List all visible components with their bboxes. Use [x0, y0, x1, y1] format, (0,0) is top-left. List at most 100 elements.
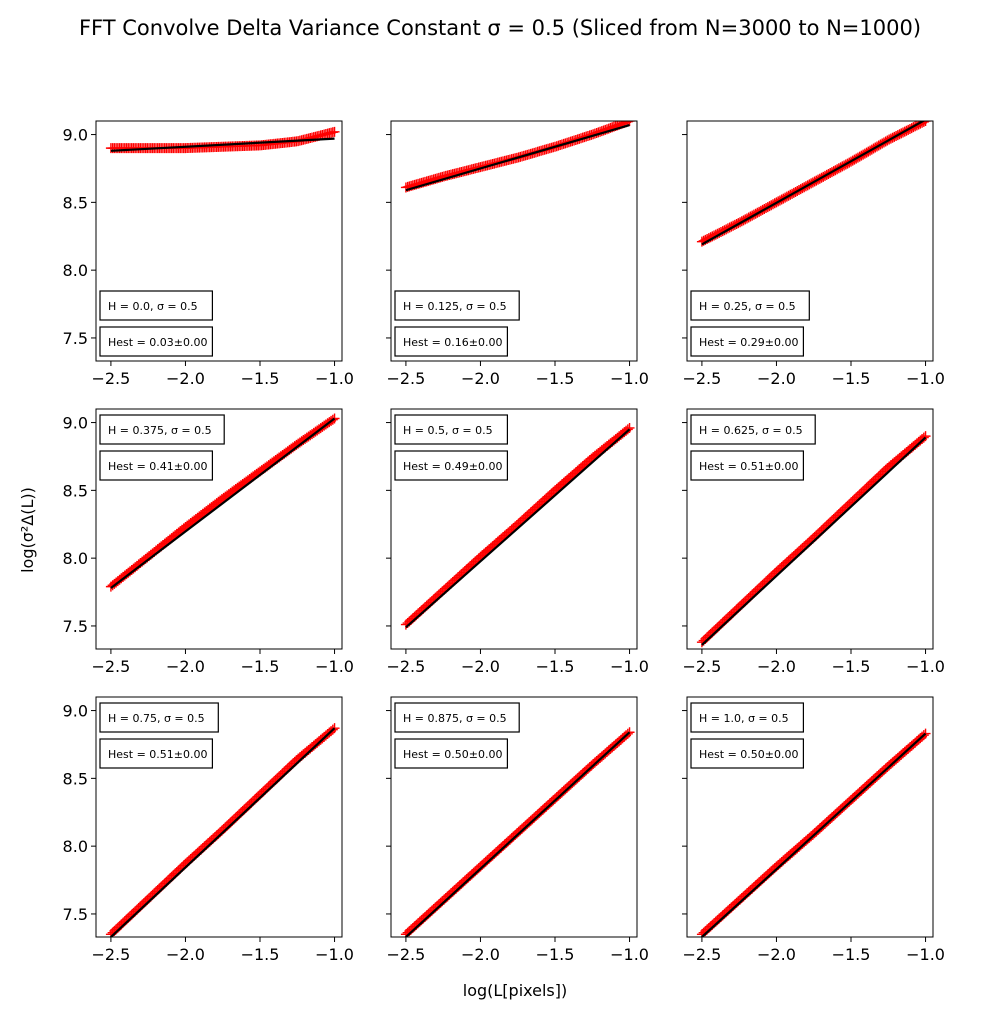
x-tick-label: −2.5	[91, 657, 130, 676]
plot-area	[105, 723, 340, 937]
legend-box-h	[690, 290, 810, 321]
x-tick-label: −2.5	[386, 369, 425, 388]
subplot-9: −2.5 −2.0 −1.5 −1.0 H = 1.0, σ = 0.5 Hest = 0…	[682, 696, 945, 964]
x-tick-label: −1.5	[241, 945, 280, 964]
x-tick-label: −2.0	[166, 369, 205, 388]
x-tick-label: −1.5	[241, 657, 280, 676]
axes-frame	[686, 120, 934, 362]
legend-hest-label: Hest = 0.51±0.00	[699, 460, 799, 473]
legend-h-label: H = 0.0, σ = 0.5	[108, 300, 198, 313]
legend-box-h	[690, 702, 805, 733]
x-tick-label: −2.0	[166, 657, 205, 676]
axes-frame	[390, 696, 638, 938]
legend-box-hest	[394, 326, 509, 357]
x-tick-label: −1.0	[610, 369, 649, 388]
subplot-6: −2.5 −2.0 −1.5 −1.0 H = 0.625, σ = 0.5 Hest =…	[682, 408, 945, 676]
x-tick-label: −2.0	[757, 945, 796, 964]
fit-line	[405, 124, 630, 192]
legend-h-label: H = 0.875, σ = 0.5	[403, 712, 507, 725]
axes-frame	[686, 696, 934, 938]
axes-frame	[95, 120, 343, 362]
legend-box-hest	[394, 450, 509, 481]
axes-frame	[390, 120, 638, 362]
y-tick-label: 8.0	[63, 837, 88, 856]
x-tick-label: −1.0	[315, 657, 354, 676]
fit-line	[701, 121, 926, 246]
x-tick-label: −2.5	[682, 657, 721, 676]
subplot-7: −2.5 −2.0 −1.5 −1.0 7.5 8.0 8.5 9.0 H = 0.75, σ …	[63, 696, 354, 964]
x-tick-label: −1.0	[315, 369, 354, 388]
subplot-grid: −2.5 −2.0 −1.5 −1.0 7.5 8.0 8.5 9.0 H = 0.0, σ =…	[63, 120, 945, 964]
y-tick-label: 8.5	[63, 481, 88, 500]
legend-box-h	[394, 290, 520, 321]
fit-line	[110, 417, 336, 589]
data-point-marker	[329, 723, 340, 734]
x-tick-label: −2.0	[757, 657, 796, 676]
plot-area	[696, 121, 931, 247]
axes-frame	[686, 408, 934, 650]
x-tick-label: −1.0	[315, 945, 354, 964]
subplot-2: −2.5 −2.0 −1.5 −1.0 H = 0.125, σ = 0.5 Hest =…	[386, 120, 649, 388]
axes-frame	[390, 408, 638, 650]
legend-h-label: H = 0.75, σ = 0.5	[108, 712, 205, 725]
legend-hest-label: Hest = 0.03±0.00	[108, 336, 208, 349]
data-series	[105, 413, 340, 592]
data-point-marker	[918, 432, 929, 443]
legend-box-h	[394, 702, 520, 733]
y-tick-label: 8.5	[63, 193, 88, 212]
plot-area	[400, 121, 635, 193]
x-tick-label: −1.5	[536, 369, 575, 388]
data-point-marker	[622, 424, 633, 435]
x-tick-label: −1.5	[241, 369, 280, 388]
legend-h-label: H = 0.375, σ = 0.5	[108, 424, 212, 437]
x-tick-label: −2.0	[461, 657, 500, 676]
data-point-marker	[920, 121, 931, 126]
subplot-1: −2.5 −2.0 −1.5 −1.0 7.5 8.0 8.5 9.0 H = 0.0, σ =…	[63, 120, 354, 388]
plot-area	[696, 431, 931, 648]
legend-box-hest	[99, 738, 214, 769]
legend-h-label: H = 1.0, σ = 0.5	[699, 712, 789, 725]
subplot-4: −2.5 −2.0 −1.5 −1.0 7.5 8.0 8.5 9.0 H = 0.375, σ…	[63, 408, 354, 676]
plot-area	[400, 727, 635, 937]
subplot-5: −2.5 −2.0 −1.5 −1.0 H = 0.5, σ = 0.5 Hest = 0…	[386, 408, 649, 676]
x-tick-label: −1.5	[832, 945, 871, 964]
x-tick-label: −1.5	[832, 657, 871, 676]
x-tick-label: −2.5	[386, 945, 425, 964]
legend-box-h	[99, 702, 219, 733]
x-tick-label: −2.5	[682, 945, 721, 964]
legend-hest-label: Hest = 0.50±0.00	[699, 748, 799, 761]
legend-hest-label: Hest = 0.49±0.00	[403, 460, 503, 473]
legend-hest-label: Hest = 0.16±0.00	[403, 336, 503, 349]
data-point-marker	[624, 121, 635, 126]
legend-box-h	[99, 414, 225, 445]
legend-hest-label: Hest = 0.51±0.00	[108, 748, 208, 761]
legend-box-h	[690, 414, 816, 445]
figure-title: FFT Convolve Delta Variance Constant σ =…	[79, 16, 921, 40]
plot-area	[400, 422, 635, 630]
plot-area	[696, 728, 931, 937]
legend-hest-label: Hest = 0.41±0.00	[108, 460, 208, 473]
y-tick-label: 8.0	[63, 261, 88, 280]
x-tick-label: −2.5	[386, 657, 425, 676]
x-tick-label: −1.0	[906, 369, 945, 388]
legend-box-h	[394, 414, 509, 445]
x-tick-label: −2.0	[461, 945, 500, 964]
x-tick-label: −2.5	[682, 369, 721, 388]
plot-area	[105, 126, 340, 154]
legend-h-label: H = 0.125, σ = 0.5	[403, 300, 507, 313]
legend-h-label: H = 0.25, σ = 0.5	[699, 300, 796, 313]
legend-box-hest	[690, 326, 805, 357]
plot-area	[105, 413, 340, 592]
x-tick-label: −2.5	[91, 369, 130, 388]
x-tick-label: −2.0	[166, 945, 205, 964]
y-tick-label: 8.5	[63, 769, 88, 788]
x-axis-label: log(L[pixels])	[463, 981, 567, 1000]
x-tick-label: −1.5	[832, 369, 871, 388]
y-tick-label: 7.5	[63, 617, 88, 636]
data-point-marker	[920, 431, 931, 442]
x-tick-label: −1.0	[906, 945, 945, 964]
legend-h-label: H = 0.625, σ = 0.5	[699, 424, 803, 437]
y-tick-label: 7.5	[63, 905, 88, 924]
x-tick-label: −1.0	[906, 657, 945, 676]
fit-line	[110, 137, 335, 152]
